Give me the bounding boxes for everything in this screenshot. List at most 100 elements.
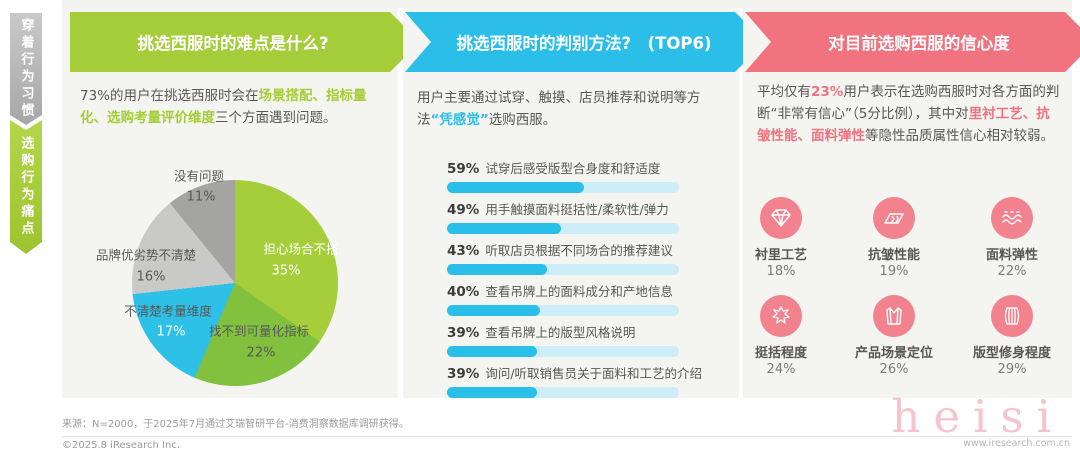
- panel-difficulty-intro: 73%的用户在挑选西服时会在场景搭配、指标量化、选购考量评价维度三个方面遇到问题…: [80, 86, 382, 130]
- watermark-logo: heisi: [891, 390, 1064, 443]
- bar-track: [447, 305, 679, 316]
- confidence-value: 18%: [766, 264, 796, 279]
- panel-method: 挑选西服时的判别方法? (TOP6) 用户主要通过试穿、触摸、店员推荐和说明等方…: [403, 0, 739, 398]
- bar-row: 40% 查看吊牌上的面料成分和产地信息: [447, 284, 679, 316]
- bar-fill: [447, 182, 584, 193]
- source-note: 来源：N=2000，于2025年7月通过艾瑞智研平台-消费洞察数据库调研获得。: [62, 419, 409, 430]
- pie-value-no-problem: 11%: [186, 189, 216, 205]
- suit-icon: [873, 295, 915, 337]
- intro-text: 平均仅有: [757, 84, 811, 100]
- copyright-note: ©2025.8 iResearch Inc.: [62, 440, 180, 451]
- bar-track: [447, 182, 679, 193]
- bar-percent: 43%: [447, 243, 480, 259]
- bar-percent: 39%: [447, 366, 480, 382]
- bar-text: 用手触摸面料挺括性/柔软性/弹力: [485, 202, 669, 217]
- pie-label-occasion: 担心场合不搭: [263, 241, 339, 257]
- pie-label-no-problem: 没有问题: [173, 168, 225, 184]
- confidence-item-wrinkle: 抗皱性能 19%: [829, 197, 959, 279]
- intro-highlight: 里衬工艺、抗皱性能、面料弹性: [757, 105, 1050, 144]
- confidence-item-fit: 版型修身程度 29%: [947, 295, 1077, 377]
- waves-icon: [991, 197, 1033, 239]
- bar-row: 43% 听取店员根据不同场合的推荐建议: [447, 243, 679, 275]
- sidebar-tab-purchase-painpoints[interactable]: 选购行为痛点: [10, 120, 42, 254]
- intro-text: 选购西服。: [488, 111, 557, 128]
- confidence-item-scene: 产品场景定位 26%: [829, 295, 959, 377]
- intro-highlight: 场景搭配、指标量化、选购考量评价维度: [80, 88, 367, 126]
- pie-value-brand: 16%: [136, 269, 166, 285]
- crumple-icon: [760, 295, 802, 337]
- intro-text: 三个方面遇到问题。: [215, 109, 337, 126]
- vest-icon: [991, 295, 1033, 337]
- bar-track: [447, 264, 679, 275]
- bar-text: 试穿后感受版型合身度和舒适度: [485, 161, 661, 176]
- panel-difficulty-title-banner: 挑选西服时的难点是什么?: [70, 12, 420, 72]
- confidence-label: 版型修身程度: [972, 346, 1051, 361]
- panel-confidence-intro: 平均仅有23%用户表示在选购西服时对各方面的判断“非常有信心”（5分比例），其中…: [757, 82, 1060, 148]
- confidence-value: 19%: [879, 264, 909, 279]
- bar-fill: [447, 223, 561, 234]
- bar-row: 39% 询问/听取销售员关于面料和工艺的介绍: [447, 366, 702, 398]
- intro-highlight: “凭感觉”: [430, 111, 489, 128]
- confidence-value: 29%: [997, 362, 1027, 377]
- panel-method-intro: 用户主要通过试穿、触摸、店员推荐和说明等方法“凭感觉”选购西服。: [417, 88, 723, 132]
- bar-track: [447, 387, 679, 398]
- panel-confidence-title-banner: 对目前选购西服的信心度: [745, 12, 1080, 72]
- sidebar-tab-label: 穿着行为习惯: [18, 18, 34, 120]
- pie-label-metric: 找不到可量化指标: [208, 323, 310, 339]
- confidence-item-elasticity: 面料弹性 22%: [947, 197, 1077, 279]
- panel-title: 对目前选购西服的信心度: [828, 34, 1010, 53]
- intro-text: 用户表示在选购西服时对各方面的判断“非常有信心”（5分比例），其中对: [757, 84, 1060, 122]
- pie-value-metric: 22%: [246, 345, 276, 361]
- bar-track: [447, 346, 679, 357]
- confidence-item-lining: 衬里工艺 18%: [716, 197, 846, 279]
- fabric-sheet-icon: [873, 197, 915, 239]
- intro-text: 73%的用户在挑选西服时会在: [80, 88, 259, 104]
- pie-chart: [132, 180, 338, 386]
- bar-text: 查看吊牌上的版型风格说明: [485, 325, 636, 340]
- panel-title: 挑选西服时的判别方法? (TOP6): [456, 34, 712, 53]
- bar-text: 询问/听取销售员关于面料和工艺的介绍: [485, 366, 703, 381]
- pie-value-occasion: 35%: [271, 263, 301, 279]
- confidence-value: 22%: [997, 264, 1027, 279]
- bar-percent: 49%: [447, 202, 480, 218]
- bar-fill: [447, 264, 547, 275]
- bar-row: 39% 查看吊牌上的版型风格说明: [447, 325, 679, 357]
- pie-label-brand: 品牌优劣势不清楚: [95, 247, 197, 263]
- bar-text: 查看吊牌上的面料成分和产地信息: [485, 284, 673, 299]
- confidence-item-stiffness: 挺括程度 24%: [716, 295, 846, 377]
- gem-icon: [760, 197, 802, 239]
- panel-card: [403, 8, 739, 398]
- sidebar-tab-label: 选购行为痛点: [18, 136, 34, 238]
- panel-method-title-banner: 挑选西服时的判别方法? (TOP6): [405, 12, 765, 72]
- bar-track: [447, 223, 679, 234]
- bar-percent: 59%: [447, 161, 480, 177]
- top-strip: [62, 0, 1072, 8]
- bar-fill: [447, 305, 540, 316]
- intro-highlight: 23%: [811, 84, 844, 100]
- confidence-value: 24%: [766, 362, 796, 377]
- sidebar-tab-wearing-habits[interactable]: 穿着行为习惯: [10, 13, 42, 125]
- bar-percent: 40%: [447, 284, 480, 300]
- bar-text: 听取店员根据不同场合的推荐建议: [485, 243, 673, 258]
- confidence-label: 挺括程度: [754, 346, 807, 361]
- pie-label-dimension: 不清楚考量维度: [124, 303, 212, 319]
- confidence-label: 衬里工艺: [754, 248, 807, 263]
- confidence-label: 产品场景定位: [854, 346, 933, 361]
- bar-percent: 39%: [447, 325, 480, 341]
- confidence-label: 面料弹性: [985, 248, 1038, 263]
- bar-row: 49% 用手触摸面料挺括性/柔软性/弹力: [447, 202, 679, 234]
- intro-text: 等隐性品质属性信心相对较弱。: [865, 127, 1054, 144]
- pie-value-dimension: 17%: [156, 324, 186, 340]
- bar-fill: [447, 387, 538, 398]
- bar-row: 59% 试穿后感受版型合身度和舒适度: [447, 161, 679, 193]
- footer-divider: [62, 436, 1072, 437]
- panel-title: 挑选西服时的难点是什么?: [137, 34, 329, 53]
- bar-chart: 59% 试穿后感受版型合身度和舒适度 49% 用手触摸面料挺括性/柔软性/弹力 43…: [447, 161, 702, 407]
- intro-text: 用户主要通过试穿、触摸、店员推荐和说明等方法: [417, 90, 701, 128]
- confidence-value: 26%: [879, 362, 909, 377]
- panel-confidence: 对目前选购西服的信心度 平均仅有23%用户表示在选购西服时对各方面的判断“非常有…: [743, 0, 1072, 398]
- website-url: www.iresearch.com.cn: [963, 438, 1070, 449]
- confidence-label: 抗皱性能: [867, 248, 920, 263]
- panel-difficulty: 挑选西服时的难点是什么? 73%的用户在挑选西服时会在场景搭配、指标量化、选购考…: [62, 0, 398, 398]
